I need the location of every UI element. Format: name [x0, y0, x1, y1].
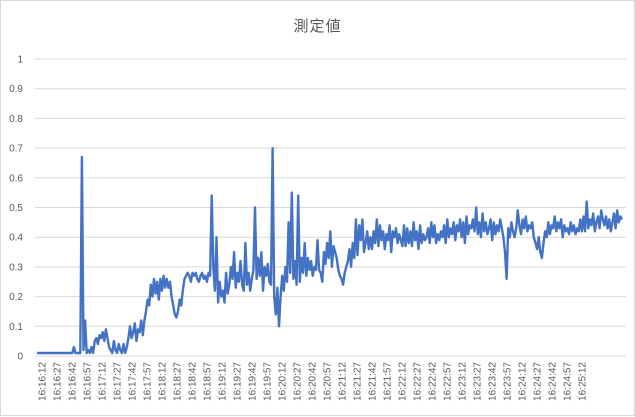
x-tick-label: 16:22:42: [428, 362, 439, 401]
x-tick-label: 16:22:12: [398, 362, 409, 401]
gridlines: [35, 58, 626, 357]
x-tick-label: 16:20:12: [278, 362, 289, 401]
series-line: [37, 146, 624, 355]
y-tick-label: 0.7: [9, 144, 23, 155]
x-tick-label: 16:19:57: [263, 362, 274, 401]
x-tick-label: 16:17:42: [128, 362, 139, 401]
y-axis-labels: 0 0.1 0.2 0.3 0.4 0.5 0.6 0.7 0.8 0.9 1: [9, 55, 23, 363]
y-tick-label: 0.2: [9, 292, 23, 303]
x-tick-label: 16:18:57: [203, 362, 214, 401]
x-tick-label: 16:21:12: [338, 362, 349, 401]
y-tick-label: 0.8: [9, 114, 23, 125]
x-tick-label: 16:24:42: [548, 362, 559, 401]
x-tick-label: 16:25:12: [578, 362, 589, 401]
x-tick-label: 16:17:27: [113, 362, 124, 401]
x-tick-label: 16:21:57: [383, 362, 394, 401]
x-tick-label: 16:19:27: [233, 362, 244, 401]
y-tick-label: 0.5: [9, 203, 23, 214]
x-tick-label: 16:20:27: [293, 362, 304, 401]
x-tick-label: 16:22:57: [443, 362, 454, 401]
x-tick-label: 16:16:57: [83, 362, 94, 401]
y-tick-label: 0.1: [9, 322, 23, 333]
x-tick-label: 16:24:12: [518, 362, 529, 401]
x-tick-label: 16:17:57: [143, 362, 154, 401]
x-tick-label: 16:16:42: [68, 362, 79, 401]
series-layer: [37, 146, 624, 355]
x-tick-label: 16:18:42: [188, 362, 199, 401]
x-tick-label: 16:23:27: [473, 362, 484, 401]
x-tick-label: 16:23:42: [488, 362, 499, 401]
y-tick-label: 0.3: [9, 262, 23, 273]
x-tick-label: 16:18:12: [158, 362, 169, 401]
x-tick-label: 16:19:42: [248, 362, 259, 401]
chart-title: 測定値: [293, 17, 342, 35]
y-tick-label: 0.6: [9, 173, 23, 184]
x-tick-label: 16:16:12: [38, 362, 49, 401]
x-tick-label: 16:21:42: [368, 362, 379, 401]
x-tick-label: 16:23:57: [503, 362, 514, 401]
x-tick-label: 16:20:42: [308, 362, 319, 401]
x-tick-label: 16:16:27: [53, 362, 64, 401]
y-tick-label: 1: [17, 55, 23, 66]
x-tick-label: 16:17:12: [98, 362, 109, 401]
x-axis-labels: 16:16:12 16:16:27 16:16:42 16:16:57 16:17:12…: [38, 362, 589, 401]
y-tick-label: 0: [17, 352, 23, 363]
x-tick-label: 16:20:57: [323, 362, 334, 401]
x-tick-label: 16:18:27: [173, 362, 184, 401]
x-tick-label: 16:22:27: [413, 362, 424, 401]
x-tick-label: 16:19:12: [218, 362, 229, 401]
x-tick-label: 16:21:27: [353, 362, 364, 401]
x-tick-label: 16:24:57: [563, 362, 574, 401]
x-tick-label: 16:23:12: [458, 362, 469, 401]
x-tick-label: 16:24:27: [533, 362, 544, 401]
y-tick-label: 0.9: [9, 84, 23, 95]
y-tick-label: 0.4: [9, 233, 23, 244]
